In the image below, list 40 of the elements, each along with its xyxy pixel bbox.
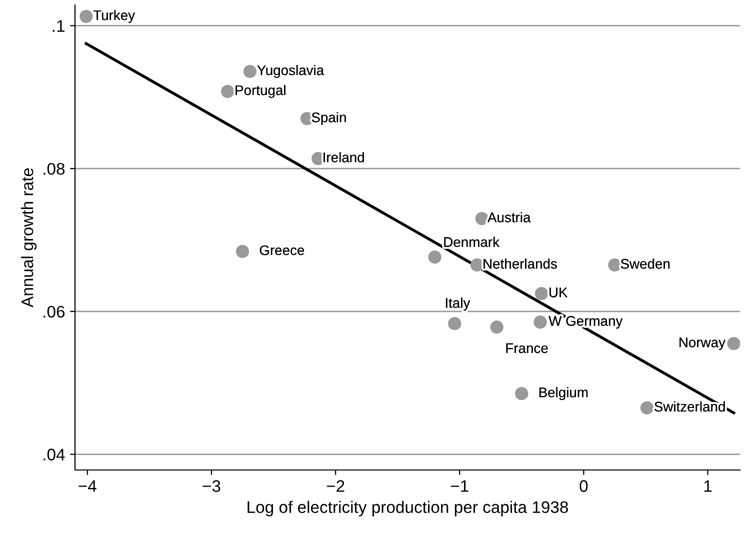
annotation: Austria: [488, 212, 531, 222]
point: [243, 64, 257, 78]
annotation: Ireland: [324, 152, 364, 162]
annotation: Netherlands: [484, 258, 557, 269]
point: [640, 401, 654, 414]
annotation: Belgium: [539, 387, 588, 400]
point: [448, 316, 462, 330]
annotation: Denmark: [444, 236, 500, 247]
annotation: UK: [550, 288, 568, 298]
annotation: Norway: [680, 338, 726, 350]
y-tick-label: .04: [44, 448, 65, 460]
point: [80, 10, 93, 24]
annotation: Sweden: [620, 258, 670, 269]
y-tick-label: .06: [44, 306, 65, 318]
point: [490, 320, 504, 334]
y-tick-label: .1: [52, 20, 64, 32]
annotation: France: [506, 343, 548, 354]
point: [236, 244, 250, 258]
annotation: Turkey: [93, 10, 136, 23]
x-tick-label: −2: [326, 480, 344, 492]
annotation: Spain: [312, 112, 346, 126]
annotation: Yugoslavia: [257, 64, 324, 78]
y-axis-title: Annual growth rate: [21, 168, 37, 308]
x-tick-label: −1: [450, 480, 468, 492]
x-tick-label: 0: [580, 480, 588, 492]
y-tick-label: .08: [44, 162, 65, 175]
point: [534, 316, 547, 329]
annotation: Greece: [260, 245, 304, 256]
x-tick-label: −4: [78, 480, 96, 492]
x-tick-label: −3: [202, 480, 220, 492]
point: [515, 386, 528, 400]
point: [608, 258, 622, 272]
point: [221, 84, 234, 98]
x-axis-title: Log of electricity production per capita 1938: [248, 500, 568, 516]
annotation: Portugal: [236, 84, 286, 98]
x-tick-label: 1: [704, 480, 712, 492]
point: [428, 250, 442, 264]
point: [534, 286, 548, 300]
annotation: Italy: [446, 298, 470, 311]
point: [727, 336, 740, 350]
